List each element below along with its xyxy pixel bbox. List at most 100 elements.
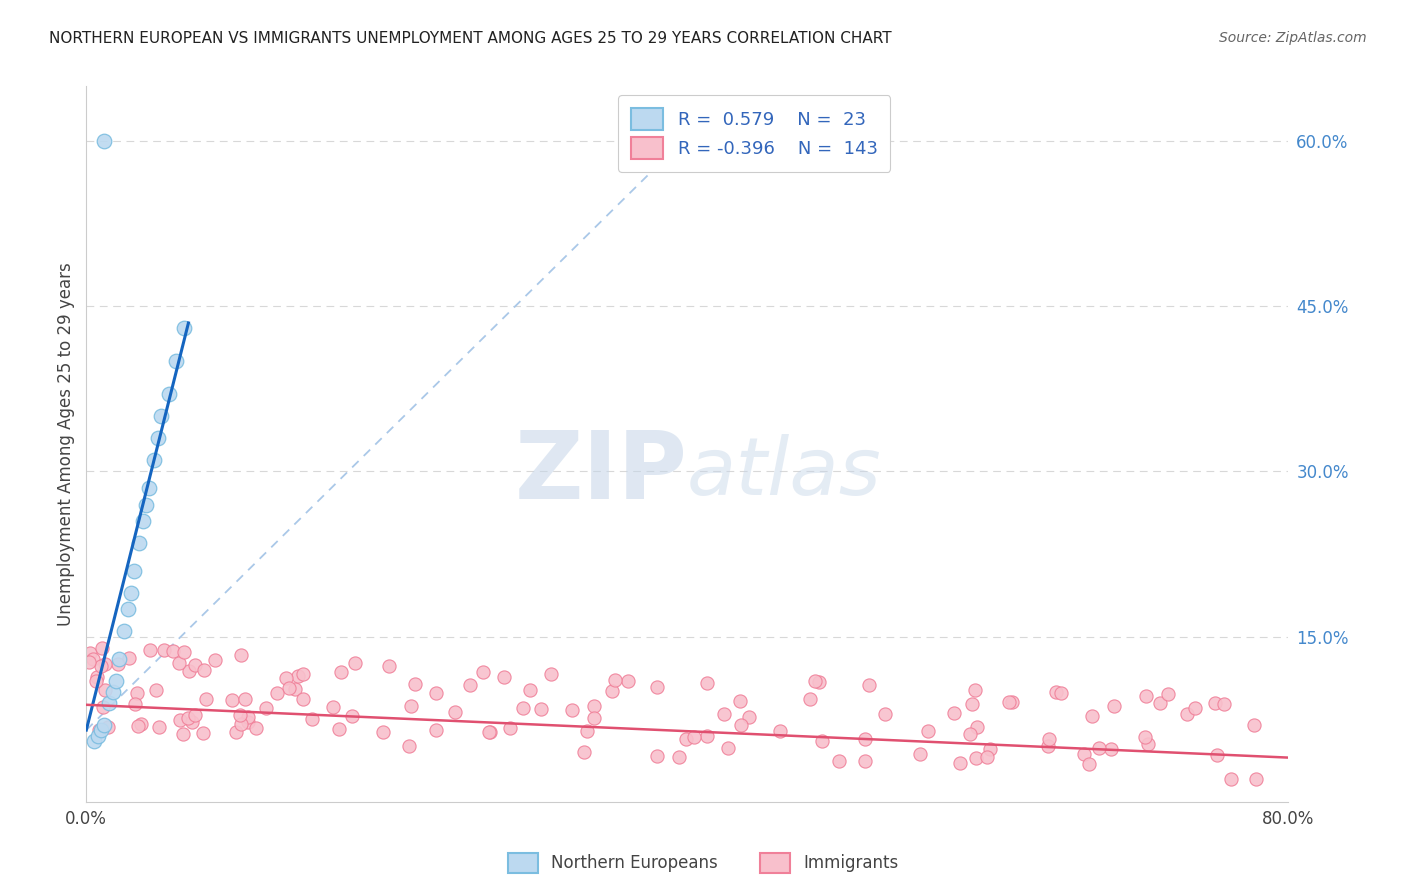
Point xyxy=(962,698,984,712)
Point xyxy=(103,684,125,698)
Point xyxy=(86,670,108,684)
Point xyxy=(87,723,110,737)
Point xyxy=(605,673,627,687)
Point xyxy=(1184,701,1206,715)
Point xyxy=(328,723,350,737)
Point xyxy=(97,696,120,710)
Point xyxy=(124,564,146,578)
Point xyxy=(965,682,987,697)
Point xyxy=(808,674,831,689)
Point xyxy=(229,708,252,723)
Point xyxy=(803,673,825,688)
Point xyxy=(768,723,790,738)
Point xyxy=(107,657,129,671)
Point xyxy=(530,702,553,716)
Point xyxy=(93,717,115,731)
Point xyxy=(87,729,110,743)
Point xyxy=(561,703,583,717)
Point xyxy=(91,699,114,714)
Point xyxy=(602,684,624,698)
Point xyxy=(858,678,880,692)
Point xyxy=(82,651,104,665)
Point xyxy=(274,671,297,685)
Point xyxy=(284,682,307,697)
Point xyxy=(572,745,595,759)
Point xyxy=(479,724,502,739)
Legend: Northern Europeans, Immigrants: Northern Europeans, Immigrants xyxy=(501,847,905,880)
Point xyxy=(540,666,562,681)
Point xyxy=(127,686,149,700)
Point xyxy=(177,711,200,725)
Point xyxy=(949,756,972,771)
Point xyxy=(128,536,150,550)
Point xyxy=(371,725,394,739)
Point xyxy=(942,706,965,721)
Point xyxy=(191,726,214,740)
Point xyxy=(519,682,541,697)
Point xyxy=(828,754,851,768)
Point xyxy=(254,700,277,714)
Point xyxy=(1136,737,1159,751)
Point xyxy=(873,707,896,722)
Point xyxy=(131,717,153,731)
Text: ZIP: ZIP xyxy=(515,426,688,518)
Point xyxy=(292,692,315,706)
Point xyxy=(120,585,142,599)
Point xyxy=(1050,686,1073,700)
Point xyxy=(322,700,344,714)
Point xyxy=(717,740,740,755)
Legend: R =  0.579    N =  23, R = -0.396    N =  143: R = 0.579 N = 23, R = -0.396 N = 143 xyxy=(619,95,890,172)
Point xyxy=(730,694,752,708)
Point xyxy=(444,705,467,719)
Point xyxy=(1133,730,1156,744)
Point xyxy=(105,673,128,688)
Point xyxy=(404,677,426,691)
Point xyxy=(460,678,482,692)
Text: atlas: atlas xyxy=(688,434,882,512)
Point xyxy=(477,724,499,739)
Point xyxy=(93,657,115,671)
Point xyxy=(287,669,309,683)
Point xyxy=(135,498,157,512)
Point xyxy=(398,739,420,753)
Point xyxy=(148,432,170,446)
Point xyxy=(675,731,697,746)
Point xyxy=(165,354,187,368)
Point xyxy=(582,698,605,713)
Point xyxy=(238,714,260,729)
Point xyxy=(1077,757,1099,772)
Point xyxy=(233,692,256,706)
Point xyxy=(647,749,669,764)
Point xyxy=(959,727,981,741)
Point xyxy=(221,693,243,707)
Point xyxy=(696,729,718,743)
Point xyxy=(97,721,120,735)
Point xyxy=(1102,698,1125,713)
Point xyxy=(738,709,761,723)
Point xyxy=(1045,684,1067,698)
Point xyxy=(1243,717,1265,731)
Point xyxy=(998,695,1021,709)
Point xyxy=(204,653,226,667)
Point xyxy=(153,643,176,657)
Point xyxy=(1205,747,1227,762)
Point xyxy=(229,717,252,731)
Point xyxy=(301,712,323,726)
Point xyxy=(344,656,367,670)
Point xyxy=(378,658,401,673)
Y-axis label: Unemployment Among Ages 25 to 29 years: Unemployment Among Ages 25 to 29 years xyxy=(58,262,75,626)
Point xyxy=(193,663,215,677)
Point xyxy=(225,725,247,739)
Point xyxy=(150,409,173,424)
Point xyxy=(917,724,939,739)
Point xyxy=(91,640,114,655)
Point xyxy=(86,674,108,689)
Point xyxy=(184,657,207,672)
Point xyxy=(112,624,135,638)
Point xyxy=(145,683,167,698)
Point xyxy=(172,727,194,741)
Point xyxy=(93,134,115,148)
Point xyxy=(138,481,160,495)
Point xyxy=(1001,695,1024,709)
Point xyxy=(425,686,447,700)
